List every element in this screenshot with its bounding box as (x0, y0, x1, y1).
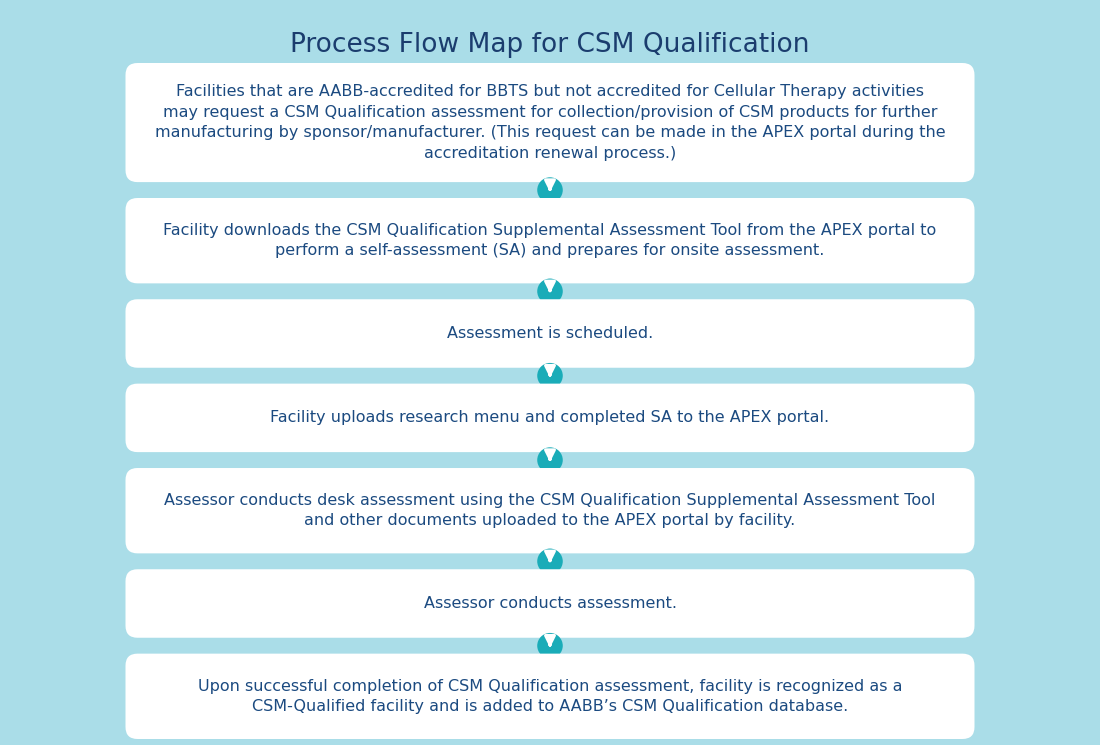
FancyBboxPatch shape (125, 653, 975, 739)
Ellipse shape (537, 548, 563, 574)
Text: Facility downloads the CSM Qualification Supplemental Assessment Tool from the A: Facility downloads the CSM Qualification… (164, 223, 936, 259)
FancyBboxPatch shape (125, 384, 975, 452)
Text: Facility uploads research menu and completed SA to the APEX portal.: Facility uploads research menu and compl… (271, 410, 829, 425)
Text: Assessor conducts desk assessment using the CSM Qualification Supplemental Asses: Assessor conducts desk assessment using … (164, 493, 936, 528)
Text: Process Flow Map for CSM Qualification: Process Flow Map for CSM Qualification (290, 32, 810, 58)
Ellipse shape (537, 363, 563, 388)
FancyBboxPatch shape (125, 569, 975, 638)
Ellipse shape (537, 447, 563, 473)
Text: Upon successful completion of CSM Qualification assessment, facility is recogniz: Upon successful completion of CSM Qualif… (198, 679, 902, 714)
Text: Facilities that are AABB-accredited for BBTS but not accredited for Cellular The: Facilities that are AABB-accredited for … (155, 84, 945, 161)
Text: Assessment is scheduled.: Assessment is scheduled. (447, 326, 653, 341)
Ellipse shape (537, 633, 563, 659)
FancyBboxPatch shape (125, 299, 975, 368)
Ellipse shape (537, 177, 563, 203)
Ellipse shape (537, 279, 563, 304)
Text: Assessor conducts assessment.: Assessor conducts assessment. (424, 596, 676, 611)
FancyBboxPatch shape (125, 198, 975, 283)
FancyBboxPatch shape (125, 63, 975, 182)
FancyBboxPatch shape (125, 468, 975, 554)
